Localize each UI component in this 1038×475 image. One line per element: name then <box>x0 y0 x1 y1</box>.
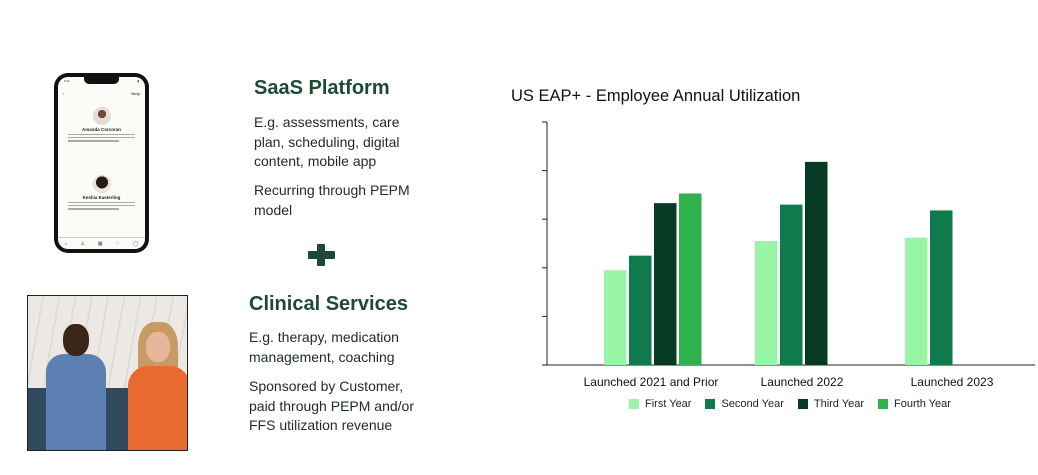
x-category-label: Launched 2023 <box>911 375 994 389</box>
saas-platform-heading: SaaS Platform <box>254 77 390 99</box>
chart-title: US EAP+ - Employee Annual Utilization <box>511 87 801 105</box>
placeholder-line <box>68 205 135 207</box>
provider-card-2: Keshia Easterling <box>58 175 145 210</box>
bar-fourth-year <box>679 193 702 365</box>
clinical-pricing-note: Sponsored by Customer, paid through PEPM… <box>249 378 414 433</box>
photo-person-2 <box>128 366 187 450</box>
photo-person-1-head <box>63 324 89 356</box>
placeholder-line <box>68 202 135 204</box>
phone-header: ‹ Help <box>63 91 140 96</box>
placeholder-line <box>68 137 135 139</box>
plus-icon <box>308 244 335 266</box>
saas-description: E.g. assessments, care plan, scheduling,… <box>254 114 400 169</box>
bar-first-year <box>755 241 778 365</box>
back-arrow-icon: ‹ <box>63 91 65 96</box>
bar-second-year <box>930 210 953 365</box>
legend-label: First Year <box>645 398 692 410</box>
provider-name: Amanda Corcoran <box>81 127 121 132</box>
saas-pricing-note: Recurring through PEPM model <box>254 182 410 218</box>
placeholder-line <box>68 140 119 142</box>
legend-swatch <box>705 399 716 409</box>
legend-swatch <box>797 399 808 409</box>
provider-name: Keshia Easterling <box>82 195 121 200</box>
bar-first-year <box>905 237 928 365</box>
legend-item-second-year: Second Year <box>705 398 784 410</box>
chart-legend: First Year Second Year Third Year Fourth… <box>629 398 951 410</box>
bar-third-year <box>654 203 677 365</box>
phone-help-link: Help <box>131 91 140 96</box>
placeholder-line <box>68 134 135 136</box>
legend-swatch <box>878 399 889 409</box>
home-icon: ⌂ <box>64 240 68 247</box>
avatar <box>92 107 111 125</box>
legend-label: Fourth Year <box>894 398 951 410</box>
legend-label: Second Year <box>721 398 784 410</box>
therapy-session-photo <box>27 295 188 451</box>
x-category-label: Launched 2022 <box>761 375 844 389</box>
clinical-services-heading: Clinical Services <box>249 293 408 315</box>
battery-icon: ▮ <box>137 79 139 83</box>
legend-item-third-year: Third Year <box>797 398 865 410</box>
photo-person-1 <box>46 354 106 450</box>
phone-notch <box>84 77 119 84</box>
bar-first-year <box>604 270 627 365</box>
x-category-label: Launched 2021 and Prior <box>584 375 719 389</box>
phone-bottom-nav: ⌂ ♙ ▦ ♡ ◯ <box>58 237 145 249</box>
photo-person-2-face <box>146 332 170 362</box>
clinical-description: E.g. therapy, medication management, coa… <box>249 329 399 365</box>
bar-second-year <box>629 255 652 365</box>
profile-icon: ◯ <box>132 240 139 247</box>
legend-label: Third Year <box>813 398 865 410</box>
bar-third-year <box>805 161 828 365</box>
bar-second-year <box>780 204 803 365</box>
legend-item-fourth-year: Fourth Year <box>878 398 951 410</box>
people-icon: ♙ <box>80 240 85 247</box>
provider-card-1: Amanda Corcoran <box>58 107 145 142</box>
phone-mockup: 9:41 ▮ ‹ Help Amanda Corcoran Keshia Eas… <box>54 73 149 253</box>
placeholder-line <box>68 208 119 210</box>
calendar-icon: ▦ <box>97 240 103 247</box>
heart-icon: ♡ <box>115 240 120 247</box>
avatar <box>92 175 111 193</box>
legend-swatch <box>629 399 639 409</box>
phone-status-time: 9:41 <box>64 79 70 83</box>
legend-item-first-year: First Year <box>629 398 691 410</box>
phone-status-bar: 9:41 ▮ <box>64 79 139 83</box>
phone-screen: 9:41 ▮ ‹ Help Amanda Corcoran Keshia Eas… <box>58 77 145 249</box>
